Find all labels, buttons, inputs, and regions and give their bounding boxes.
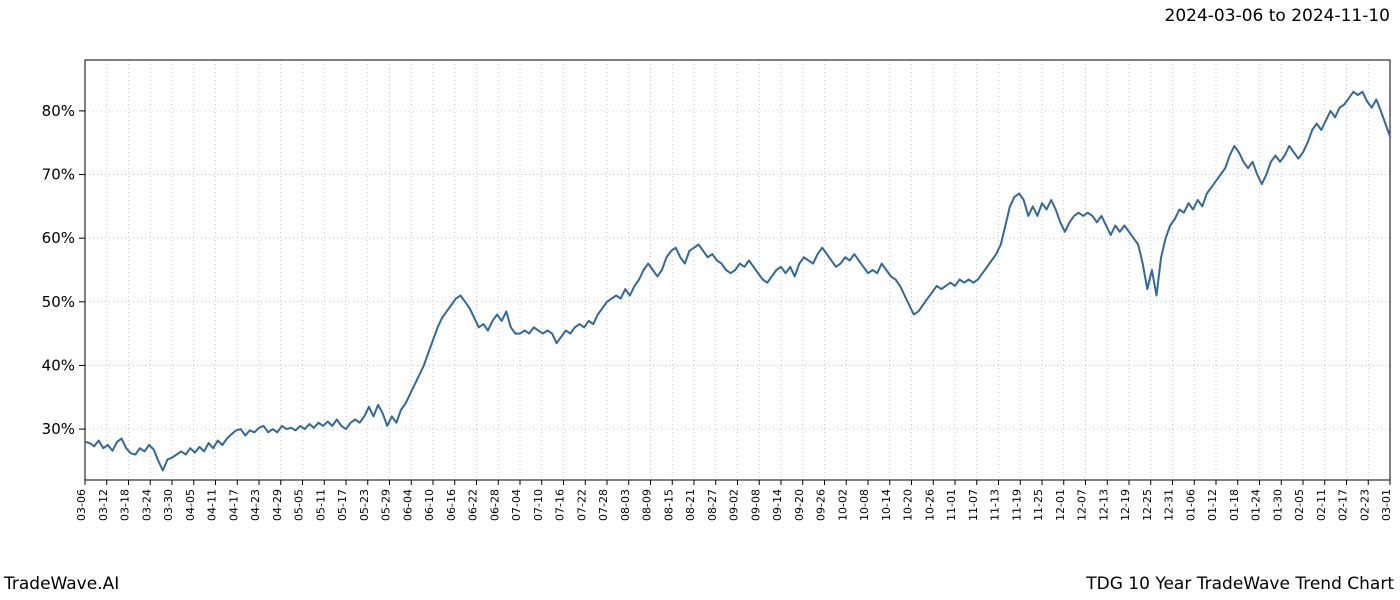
x-tick-label: 06-04 [401,489,414,521]
x-tick-label: 08-21 [684,489,697,521]
y-tick-label: 80% [42,102,75,120]
x-tick-label: 07-22 [575,489,588,521]
x-tick-label: 10-08 [858,489,871,521]
date-range-label: 2024-03-06 to 2024-11-10 [1165,6,1390,26]
x-tick-label: 07-28 [597,489,610,521]
x-tick-label: 12-25 [1141,489,1154,521]
x-tick-label: 12-19 [1119,489,1132,521]
x-tick-label: 08-03 [619,489,632,521]
source-label: TradeWave.AI [4,574,119,594]
chart-svg: 30% 40% 50% 60% 70% 80% 03-06 03-12 03-18 03-24 03… [0,0,1400,600]
x-tick-label: 08-15 [662,489,675,521]
x-tick-label: 04-29 [271,489,284,521]
x-tick-label: 06-28 [488,489,501,521]
x-tick-label: 10-02 [836,489,849,521]
x-tick-label: 09-02 [728,489,741,521]
x-tick-label: 02-11 [1315,489,1328,521]
y-tick-label: 60% [42,229,75,247]
x-tick-label: 05-23 [358,489,371,521]
x-tick-label: 10-20 [902,489,915,521]
x-tick-label: 07-16 [554,489,567,521]
x-tick-label: 08-09 [641,489,654,521]
x-tick-label: 12-31 [1163,489,1176,521]
x-tick-label: 07-04 [510,489,523,521]
x-tick-label: 03-30 [162,489,175,521]
x-tick-label: 11-13 [989,489,1002,521]
x-tick-label: 02-17 [1337,489,1350,521]
x-tick-label: 04-05 [184,489,197,521]
x-tick-label: 06-22 [467,489,480,521]
y-tick-label: 40% [42,356,75,374]
x-tick-label: 08-27 [706,489,719,521]
x-tick-label: 03-18 [119,489,132,521]
x-tick-label: 01-12 [1206,489,1219,521]
x-tick-label: 06-16 [445,489,458,521]
y-tick-label: 50% [42,293,75,311]
x-tick-label: 11-07 [967,489,980,521]
x-tick-label: 03-12 [97,489,110,521]
x-tick-label: 11-19 [1010,489,1023,521]
x-tick-label: 12-01 [1054,489,1067,521]
x-tick-label: 10-14 [880,489,893,521]
x-tick-label: 02-23 [1358,489,1371,521]
x-tick-label: 01-06 [1184,489,1197,521]
x-tick-label: 05-29 [380,489,393,521]
x-tick-label: 11-01 [945,489,958,521]
x-tick-label: 02-05 [1293,489,1306,521]
x-tick-label: 05-11 [314,489,327,521]
x-tick-label: 06-10 [423,489,436,521]
x-tick-label: 04-11 [206,489,219,521]
x-tick-label: 09-26 [815,489,828,521]
y-tick-label: 30% [42,420,75,438]
x-tick-label: 07-10 [532,489,545,521]
x-tick-label: 03-24 [140,489,153,521]
x-tick-label: 11-25 [1032,489,1045,521]
x-tick-label: 01-24 [1250,489,1263,521]
x-tick-label: 04-23 [249,489,262,521]
x-tick-label: 09-14 [771,489,784,521]
x-tick-label: 01-18 [1228,489,1241,521]
x-tick-label: 12-13 [1097,489,1110,521]
x-tick-label: 09-08 [749,489,762,521]
y-tick-label: 70% [42,166,75,184]
chart-title: TDG 10 Year TradeWave Trend Chart [1086,574,1394,594]
x-tick-label: 10-26 [923,489,936,521]
x-tick-label: 09-20 [793,489,806,521]
x-tick-label: 03-01 [1380,489,1393,521]
x-tick-label: 03-06 [75,489,88,521]
x-tick-label: 01-30 [1271,489,1284,521]
x-tick-label: 04-17 [227,489,240,521]
trend-chart: 2024-03-06 to 2024-11-10 TradeWave.AI TD… [0,0,1400,600]
x-tick-label: 05-05 [293,489,306,521]
x-tick-label: 05-17 [336,489,349,521]
x-tick-label: 12-07 [1076,489,1089,521]
